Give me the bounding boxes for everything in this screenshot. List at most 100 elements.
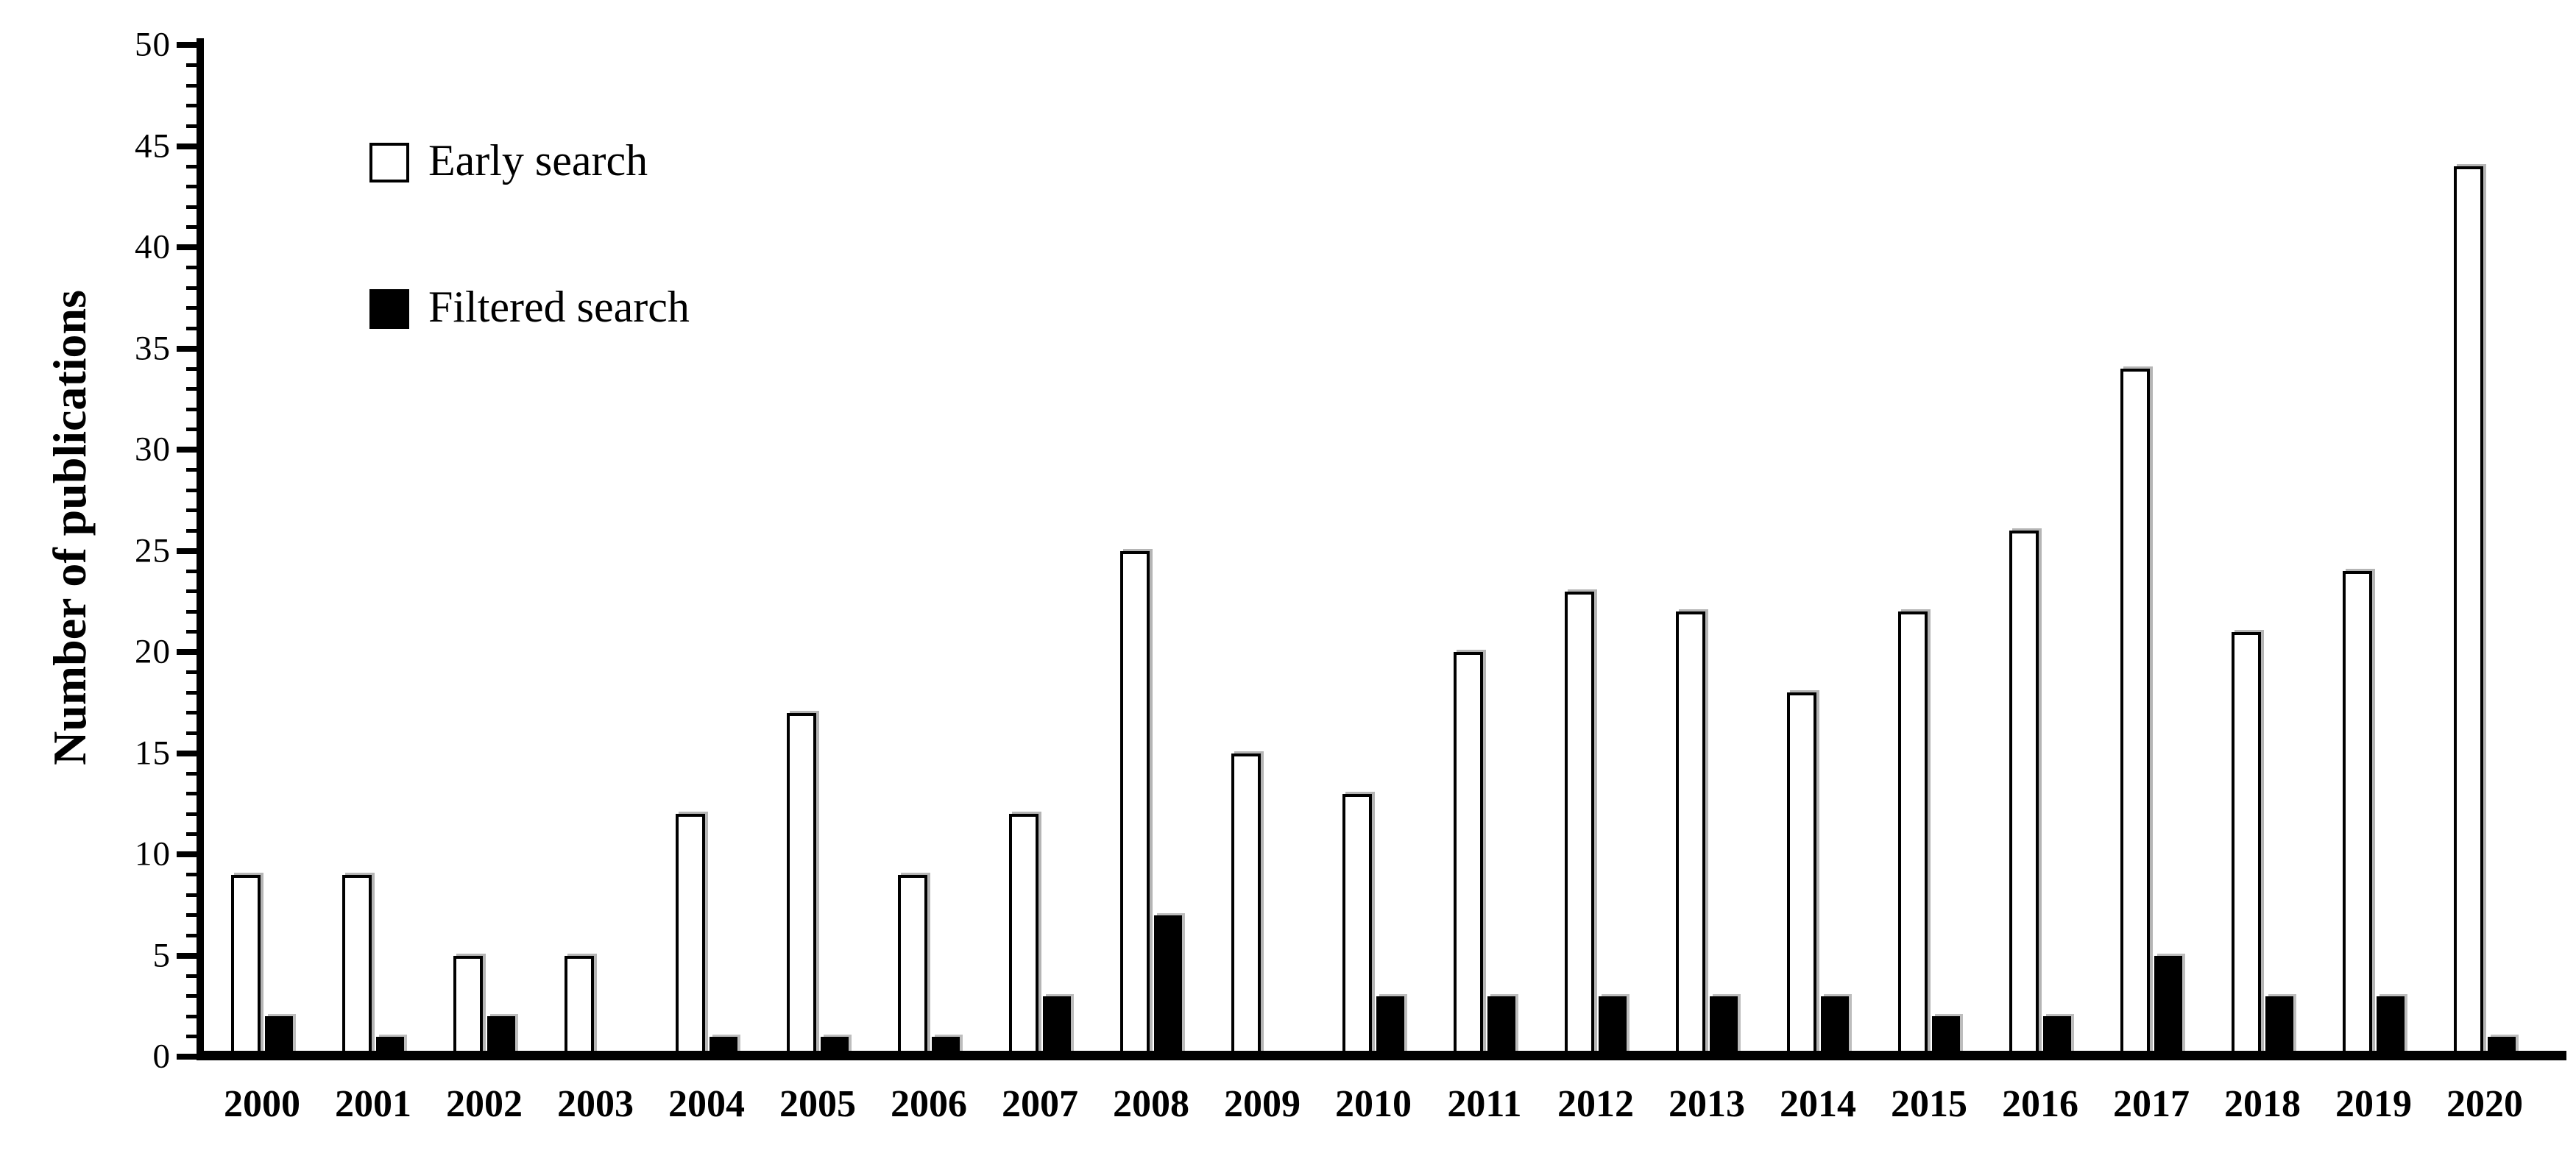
y-major-tick (177, 1054, 197, 1060)
bar-early-search-2008 (1120, 550, 1150, 1057)
y-minor-tick (186, 488, 197, 492)
bar-filtered-search-2016 (2043, 1016, 2071, 1057)
bar-early-search-2016 (2009, 531, 2039, 1057)
y-major-tick (177, 547, 197, 554)
legend-label-early-search: Early search (428, 136, 648, 185)
x-tick-label-2013: 2013 (1669, 1083, 1745, 1125)
y-minor-tick (186, 428, 197, 431)
x-tick-label-2008: 2008 (1113, 1083, 1189, 1125)
bar-early-search-2004 (676, 814, 705, 1057)
legend-item-filtered-search: Filtered search (369, 283, 690, 332)
x-tick-label-2006: 2006 (891, 1083, 967, 1125)
bar-filtered-search-2002 (487, 1016, 515, 1057)
y-minor-tick (186, 468, 197, 472)
bar-filtered-search-2008 (1154, 915, 1182, 1057)
y-minor-tick (186, 1014, 197, 1018)
bar-early-search-2013 (1676, 611, 1705, 1057)
y-tick-label: 30 (135, 430, 171, 469)
x-tick-label-2007: 2007 (1002, 1083, 1078, 1125)
y-minor-tick (186, 164, 197, 169)
y-minor-tick (186, 407, 197, 411)
y-minor-tick (186, 104, 197, 107)
y-minor-tick (186, 366, 197, 371)
bar-early-search-2010 (1342, 793, 1372, 1057)
y-major-tick (177, 952, 197, 959)
bar-early-search-2019 (2343, 571, 2372, 1057)
bar-filtered-search-2015 (1932, 1016, 1960, 1057)
y-tick-label: 5 (152, 936, 171, 974)
filtered-search-swatch-icon (369, 289, 409, 329)
x-tick-label-2019: 2019 (2335, 1083, 2412, 1125)
y-minor-tick (186, 569, 197, 573)
x-tick-label-2020: 2020 (2446, 1083, 2523, 1125)
bar-filtered-search-2019 (2377, 996, 2405, 1057)
y-minor-tick (186, 933, 197, 937)
y-tick-label: 25 (135, 531, 171, 570)
y-minor-tick (186, 690, 197, 695)
y-minor-tick (186, 589, 197, 593)
x-tick-label-2009: 2009 (1224, 1083, 1301, 1125)
y-axis-spine (197, 38, 204, 1060)
y-minor-tick (186, 124, 197, 128)
bar-early-search-2003 (565, 955, 594, 1057)
bar-early-search-2015 (1898, 611, 1928, 1057)
x-tick-label-2016: 2016 (2002, 1083, 2078, 1125)
y-minor-tick (186, 306, 197, 310)
y-tick-label: 20 (135, 632, 171, 671)
y-minor-tick (186, 771, 197, 776)
bar-early-search-2018 (2232, 631, 2261, 1057)
y-major-tick (177, 345, 197, 352)
bar-filtered-search-2012 (1599, 996, 1627, 1057)
x-tick-label-2004: 2004 (668, 1083, 745, 1125)
x-tick-label-2002: 2002 (446, 1083, 523, 1125)
bar-early-search-2014 (1787, 692, 1816, 1057)
bar-early-search-2011 (1454, 652, 1483, 1057)
x-tick-label-2001: 2001 (335, 1083, 411, 1125)
y-minor-tick (186, 609, 197, 614)
y-minor-tick (186, 711, 197, 714)
bar-filtered-search-2010 (1376, 996, 1404, 1057)
bar-early-search-2017 (2120, 369, 2150, 1057)
y-tick-label: 40 (135, 227, 171, 266)
bar-early-search-2007 (1009, 814, 1038, 1057)
x-tick-label-2015: 2015 (1891, 1083, 1967, 1125)
y-minor-tick (186, 83, 197, 88)
y-minor-tick (186, 528, 197, 533)
y-tick-label: 50 (135, 25, 171, 64)
y-major-tick (177, 143, 197, 149)
y-minor-tick (186, 873, 197, 876)
bar-filtered-search-2013 (1710, 996, 1738, 1057)
y-minor-tick (186, 731, 197, 735)
x-tick-label-2010: 2010 (1335, 1083, 1412, 1125)
y-tick-label: 10 (135, 834, 171, 873)
y-major-tick (177, 649, 197, 655)
y-minor-tick (186, 893, 197, 897)
legend-item-early-search: Early search (369, 136, 648, 185)
y-minor-tick (186, 326, 197, 330)
y-minor-tick (186, 994, 197, 998)
bar-early-search-2001 (342, 874, 372, 1057)
y-minor-tick (186, 387, 197, 391)
bar-filtered-search-2000 (265, 1016, 293, 1057)
x-axis-line (197, 1051, 2566, 1060)
y-major-tick (177, 851, 197, 857)
y-tick-label: 35 (135, 329, 171, 367)
bar-filtered-search-2011 (1487, 996, 1515, 1057)
bar-early-search-2000 (231, 874, 261, 1057)
y-tick-label: 15 (135, 734, 171, 772)
x-tick-label-2018: 2018 (2224, 1083, 2301, 1125)
x-tick-label-2005: 2005 (779, 1083, 856, 1125)
y-minor-tick (186, 913, 197, 917)
x-tick-label-2012: 2012 (1557, 1083, 1634, 1125)
y-minor-tick (186, 205, 197, 209)
y-minor-tick (186, 1035, 197, 1038)
bar-filtered-search-2007 (1043, 996, 1071, 1057)
bar-filtered-search-2017 (2154, 955, 2182, 1057)
y-minor-tick (186, 792, 197, 795)
legend-label-filtered-search: Filtered search (428, 283, 690, 331)
bar-early-search-2005 (787, 712, 816, 1057)
y-minor-tick (186, 508, 197, 512)
x-tick-label-2000: 2000 (224, 1083, 300, 1125)
y-minor-tick (186, 286, 197, 290)
